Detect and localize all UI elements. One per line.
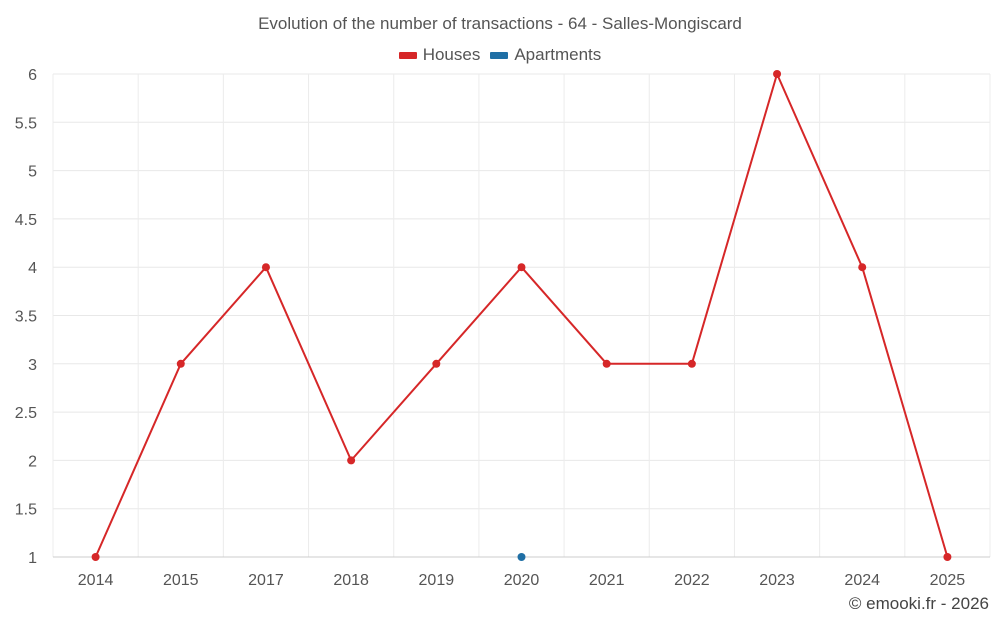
x-tick-label: 2018	[333, 572, 369, 589]
credit-text: © emooki.fr - 2026	[848, 594, 989, 613]
y-tick-label: 5	[28, 164, 37, 181]
x-axis-ticks: 2014 2015 2017 2018 2019 2020 2021 2022 2023 2024…	[78, 572, 966, 589]
y-axis-ticks: 1 1.5 2 2.5 3 3.5 4 4.5 5 5.5 6	[15, 67, 37, 567]
chart-title: Evolution of the number of transactions …	[258, 14, 742, 33]
data-point-houses[interactable]	[91, 553, 100, 561]
data-point-houses[interactable]	[432, 359, 441, 368]
y-tick-label: 2	[28, 453, 37, 470]
y-tick-label: 2.5	[15, 405, 37, 422]
x-tick-label: 2021	[589, 572, 625, 589]
legend: Houses Apartments	[0, 45, 1000, 65]
data-point-houses[interactable]	[602, 359, 611, 368]
y-tick-label: 1	[28, 550, 37, 567]
grid-lines	[52, 73, 991, 558]
data-point-houses[interactable]	[943, 553, 952, 561]
x-tick-label: 2019	[419, 572, 455, 589]
legend-swatch-apartments	[490, 51, 509, 59]
legend-swatch-houses	[398, 51, 417, 59]
x-tick-label: 2023	[759, 572, 795, 589]
data-point-houses[interactable]	[347, 456, 356, 465]
x-tick-label: 2014	[78, 572, 114, 589]
legend-item-houses[interactable]: Houses	[398, 45, 481, 65]
y-tick-label: 3.5	[15, 309, 37, 326]
x-tick-label: 2024	[844, 572, 880, 589]
data-point-houses[interactable]	[176, 359, 185, 368]
data-point-houses[interactable]	[773, 70, 782, 78]
y-tick-label: 4.5	[15, 212, 37, 229]
x-tick-label: 2017	[248, 572, 284, 589]
y-tick-label: 1.5	[15, 502, 37, 519]
data-point-houses[interactable]	[687, 359, 696, 368]
x-tick-label: 2025	[930, 572, 966, 589]
data-point-houses[interactable]	[517, 263, 526, 272]
data-point-apartments[interactable]	[517, 553, 526, 561]
x-tick-label: 2015	[163, 572, 199, 589]
x-tick-label: 2020	[504, 572, 540, 589]
data-point-houses[interactable]	[858, 263, 867, 272]
y-tick-label: 4	[28, 260, 37, 277]
data-points	[91, 70, 952, 561]
data-point-houses[interactable]	[261, 263, 270, 272]
y-tick-label: 3	[28, 357, 37, 374]
legend-item-apartments[interactable]: Apartments	[490, 45, 601, 65]
legend-label-houses: Houses	[422, 45, 481, 64]
x-tick-label: 2022	[674, 572, 710, 589]
legend-label-apartments: Apartments	[514, 45, 602, 64]
y-tick-label: 5.5	[15, 115, 37, 132]
y-tick-label: 6	[28, 67, 37, 84]
